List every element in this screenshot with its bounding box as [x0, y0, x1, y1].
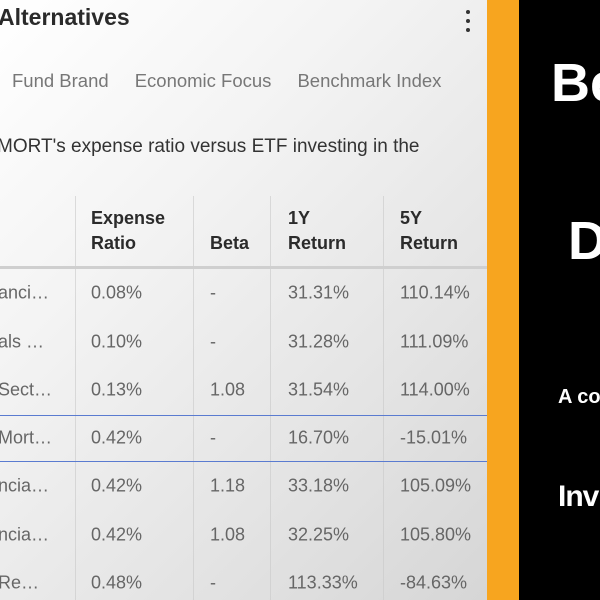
- beta: -: [210, 572, 216, 593]
- kebab-menu-icon[interactable]: [462, 10, 474, 32]
- filter-tabs: Fund Brand Economic Focus Benchmark Inde…: [12, 70, 441, 92]
- table-row-highlighted[interactable]: Mort… 0.42% - 16.70% -15.01%: [0, 414, 487, 462]
- beta: 1.18: [210, 475, 246, 496]
- expense-ratio: 0.42%: [91, 427, 143, 448]
- header-5y-return[interactable]: 5Y Return: [400, 208, 458, 253]
- alternatives-card: Alternatives Fund Brand Economic Focus B…: [0, 0, 487, 600]
- beta: 1.08: [210, 379, 246, 400]
- beta: -: [210, 331, 216, 352]
- fund-name: ncia…: [0, 524, 50, 545]
- expense-ratio: 0.48%: [91, 572, 143, 593]
- return-1y: 16.70%: [288, 427, 350, 448]
- expense-ratio: 0.42%: [91, 524, 143, 545]
- expense-ratio: 0.42%: [91, 475, 143, 496]
- table-row[interactable]: Re… 0.48% - 113.33% -84.63%: [0, 559, 487, 600]
- table-row[interactable]: anci… 0.08% - 31.31% 110.14%: [0, 269, 487, 318]
- card-description: MORT's expense ratio versus ETF investin…: [0, 136, 420, 157]
- beta: 1.08: [210, 524, 246, 545]
- return-5y: 105.80%: [400, 524, 472, 545]
- return-5y: 105.09%: [400, 475, 472, 496]
- return-5y: 114.00%: [400, 379, 470, 400]
- return-1y: 31.31%: [288, 282, 350, 303]
- banner-headline-2: D: [568, 211, 600, 271]
- column-divider: [270, 196, 271, 600]
- banner-tagline: Inv: [558, 480, 599, 513]
- fund-name: als …: [0, 331, 45, 352]
- table-row[interactable]: ncia… 0.42% 1.08 32.25% 105.80%: [0, 511, 487, 560]
- return-5y: 111.09%: [400, 331, 469, 352]
- return-1y: 31.28%: [288, 331, 350, 352]
- column-divider: [383, 196, 384, 600]
- tab-fund-brand[interactable]: Fund Brand: [12, 70, 109, 91]
- return-1y: 33.18%: [288, 475, 350, 496]
- tab-benchmark-index[interactable]: Benchmark Index: [297, 70, 442, 91]
- fund-name: ncia…: [0, 475, 50, 496]
- table-row[interactable]: Sect… 0.13% 1.08 31.54% 114.00%: [0, 366, 487, 415]
- column-divider: [193, 196, 194, 600]
- banner-headline-1: Be: [551, 53, 600, 113]
- fund-name: Re…: [0, 572, 40, 593]
- table-header: Expense Ratio Beta 1Y Return 5Y Return: [0, 196, 487, 269]
- return-1y: 31.54%: [288, 379, 350, 400]
- beta: -: [210, 427, 216, 448]
- header-1y-return[interactable]: 1Y Return: [288, 208, 346, 253]
- banner-subtext: A co: [558, 386, 600, 408]
- tab-economic-focus[interactable]: Economic Focus: [134, 70, 272, 91]
- card-title: Alternatives: [0, 4, 130, 30]
- return-5y: -15.01%: [400, 427, 468, 448]
- column-divider: [75, 196, 76, 600]
- beta: -: [210, 282, 216, 303]
- accent-stripe: [487, 0, 519, 600]
- promo-banner: Be D A co Inv: [519, 0, 600, 600]
- return-1y: 32.25%: [288, 524, 350, 545]
- expense-ratio: 0.10%: [91, 331, 143, 352]
- return-5y: -84.63%: [400, 572, 468, 593]
- header-expense-ratio[interactable]: Expense Ratio: [91, 208, 166, 253]
- fund-name: anci…: [0, 282, 50, 303]
- expense-ratio: 0.08%: [91, 282, 143, 303]
- fund-name: Sect…: [0, 379, 53, 400]
- header-beta[interactable]: Beta: [210, 233, 250, 253]
- expense-ratio: 0.13%: [91, 379, 143, 400]
- comparison-table: Expense Ratio Beta 1Y Return 5Y Return a…: [0, 196, 487, 600]
- return-5y: 110.14%: [400, 282, 470, 303]
- return-1y: 113.33%: [288, 572, 358, 593]
- fund-name: Mort…: [0, 427, 52, 448]
- table-row[interactable]: ncia… 0.42% 1.18 33.18% 105.09%: [0, 462, 487, 511]
- table-row[interactable]: als … 0.10% - 31.28% 111.09%: [0, 318, 487, 367]
